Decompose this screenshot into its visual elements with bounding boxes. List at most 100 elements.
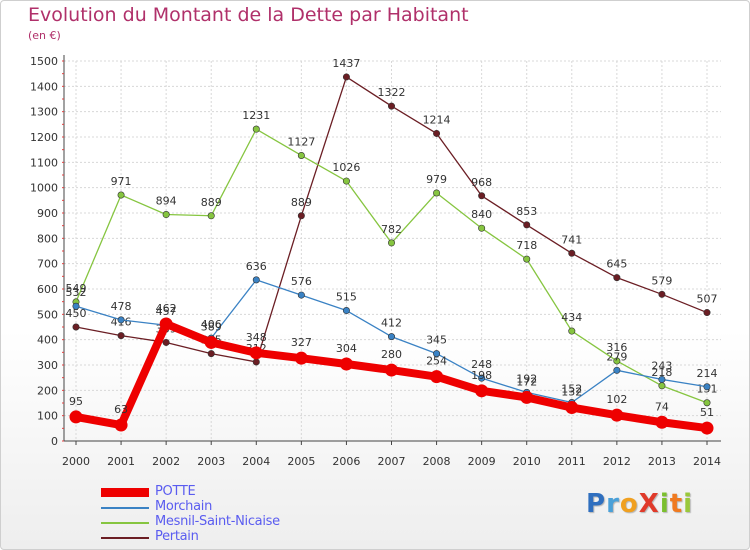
data-point-mesnil-saint-nicaise bbox=[207, 212, 215, 220]
legend-swatch-potte bbox=[101, 488, 149, 497]
data-label-potte: 348 bbox=[246, 331, 267, 344]
data-point-mesnil-saint-nicaise bbox=[297, 151, 305, 159]
data-label-mesnil-saint-nicaise: 549 bbox=[66, 282, 87, 295]
data-point-pertain bbox=[117, 332, 125, 340]
y-tick-label: 600 bbox=[37, 283, 58, 296]
data-point-potte bbox=[520, 390, 534, 404]
data-point-pertain bbox=[703, 309, 711, 317]
data-label-mesnil-saint-nicaise: 718 bbox=[516, 239, 537, 252]
data-label-mesnil-saint-nicaise: 316 bbox=[606, 341, 627, 354]
y-tick-label: 1200 bbox=[30, 131, 58, 144]
y-tick-label: 500 bbox=[37, 308, 58, 321]
line-chart: 0 100 200 300 400 500 600 700 800 900 1000 1100 1200… bbox=[30, 55, 721, 468]
data-label-pertain: 853 bbox=[516, 205, 537, 218]
data-label-potte: 51 bbox=[700, 406, 714, 419]
data-point-mesnil-saint-nicaise bbox=[703, 399, 711, 407]
data-label-pertain: 1437 bbox=[332, 57, 360, 70]
data-point-potte bbox=[69, 410, 83, 424]
legend-label-mesnil-saint-nicaise: Mesnil-Saint-Nicaise bbox=[155, 514, 280, 529]
data-point-mesnil-saint-nicaise bbox=[117, 191, 125, 199]
data-point-pertain bbox=[162, 338, 170, 346]
data-point-potte bbox=[114, 418, 128, 432]
data-point-morchain bbox=[252, 276, 260, 284]
data-label-pertain: 741 bbox=[561, 233, 582, 246]
data-label-morchain: 214 bbox=[697, 367, 718, 380]
chart-title: Evolution du Montant de la Dette par Hab… bbox=[28, 4, 469, 26]
y-tick-label: 800 bbox=[37, 232, 58, 245]
legend-swatch-pertain bbox=[101, 537, 149, 539]
x-tick-label: 2011 bbox=[558, 455, 586, 468]
data-label-morchain: 152 bbox=[561, 382, 582, 395]
data-point-mesnil-saint-nicaise bbox=[252, 125, 260, 133]
x-tick-label: 2000 bbox=[62, 455, 90, 468]
x-tick-label: 2003 bbox=[197, 455, 225, 468]
data-label-potte: 304 bbox=[336, 342, 357, 355]
data-label-pertain: 1322 bbox=[378, 86, 406, 99]
data-point-pertain bbox=[523, 221, 531, 229]
data-point-pertain bbox=[613, 274, 621, 282]
y-tick-label: 300 bbox=[37, 359, 58, 372]
data-label-pertain: 579 bbox=[651, 274, 672, 287]
data-point-mesnil-saint-nicaise bbox=[568, 327, 576, 335]
data-point-pertain bbox=[207, 350, 215, 358]
data-label-morchain: 243 bbox=[651, 359, 672, 372]
data-label-mesnil-saint-nicaise: 894 bbox=[156, 195, 177, 208]
y-tick-label: 400 bbox=[37, 334, 58, 347]
legend-label-morchain: Morchain bbox=[155, 499, 213, 514]
x-tick-label: 2007 bbox=[378, 455, 406, 468]
data-label-pertain: 889 bbox=[291, 196, 312, 209]
data-point-morchain bbox=[703, 383, 711, 391]
data-point-morchain bbox=[72, 302, 80, 310]
data-label-potte: 102 bbox=[606, 393, 627, 406]
data-point-mesnil-saint-nicaise bbox=[342, 177, 350, 185]
data-label-mesnil-saint-nicaise: 979 bbox=[426, 173, 447, 186]
data-label-morchain: 412 bbox=[381, 317, 402, 330]
data-label-mesnil-saint-nicaise: 971 bbox=[111, 175, 132, 188]
data-label-potte: 132 bbox=[561, 386, 582, 399]
data-point-mesnil-saint-nicaise bbox=[613, 357, 621, 365]
data-point-potte bbox=[204, 335, 218, 349]
data-label-morchain: 515 bbox=[336, 291, 357, 304]
y-tick-label: 200 bbox=[37, 384, 58, 397]
data-point-potte bbox=[565, 401, 579, 415]
data-label-mesnil-saint-nicaise: 1127 bbox=[287, 135, 315, 148]
x-tick-label: 2004 bbox=[242, 455, 270, 468]
y-tick-label: 1100 bbox=[30, 156, 58, 169]
x-tick-label: 2006 bbox=[332, 455, 360, 468]
data-label-potte: 74 bbox=[655, 400, 669, 413]
data-label-pertain: 1214 bbox=[423, 113, 451, 126]
chart-unit: (en €) bbox=[28, 29, 61, 42]
x-tick-label: 2014 bbox=[693, 455, 721, 468]
data-point-pertain bbox=[387, 102, 395, 110]
x-tick-label: 2001 bbox=[107, 455, 135, 468]
data-label-potte: 389 bbox=[201, 320, 222, 333]
data-label-pertain: 507 bbox=[697, 293, 718, 306]
x-tick-label: 2012 bbox=[603, 455, 631, 468]
data-label-morchain: 576 bbox=[291, 275, 312, 288]
data-label-morchain: 478 bbox=[111, 300, 132, 313]
data-point-morchain bbox=[342, 307, 350, 315]
data-label-potte: 95 bbox=[69, 395, 83, 408]
x-tick-label: 2008 bbox=[423, 455, 451, 468]
data-point-pertain bbox=[568, 249, 576, 257]
legend-swatch-morchain bbox=[101, 507, 149, 509]
y-tick-label: 900 bbox=[37, 207, 58, 220]
legend-swatch-mesnil-saint-nicaise bbox=[101, 522, 149, 524]
data-point-morchain bbox=[478, 374, 486, 382]
data-point-potte bbox=[159, 317, 173, 331]
data-label-pertain: 645 bbox=[606, 258, 627, 271]
data-point-potte bbox=[700, 421, 714, 435]
data-label-mesnil-saint-nicaise: 434 bbox=[561, 311, 582, 324]
x-tick-label: 2009 bbox=[468, 455, 496, 468]
data-label-potte: 327 bbox=[291, 336, 312, 349]
y-tick-label: 0 bbox=[51, 435, 58, 448]
data-label-mesnil-saint-nicaise: 1026 bbox=[332, 161, 360, 174]
data-point-pertain bbox=[252, 358, 260, 366]
data-label-pertain: 968 bbox=[471, 176, 492, 189]
data-label-mesnil-saint-nicaise: 782 bbox=[381, 223, 402, 236]
legend-label-potte: POTTE bbox=[155, 484, 196, 499]
data-label-morchain: 406 bbox=[201, 318, 222, 331]
data-label-potte: 462 bbox=[156, 302, 177, 315]
data-point-mesnil-saint-nicaise bbox=[478, 224, 486, 232]
data-point-potte bbox=[385, 363, 398, 377]
